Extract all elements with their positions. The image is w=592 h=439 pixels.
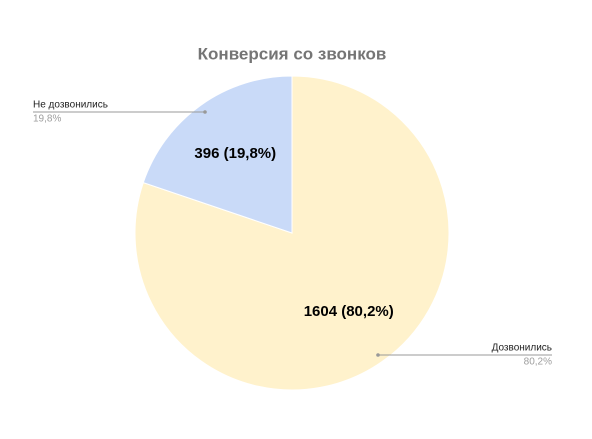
leader-dot <box>376 353 380 357</box>
slice-value-label: 396 (19,8%) <box>194 145 276 162</box>
legend-label: Дозвонились <box>492 343 552 354</box>
pie-slice <box>142 75 293 234</box>
leader-dot <box>203 110 207 114</box>
legend-label: Не дозвонились <box>33 100 108 111</box>
slice-value-label: 1604 (80,2%) <box>304 303 394 320</box>
pie-slice <box>134 75 450 391</box>
legend-percent: 80,2% <box>524 357 552 368</box>
chart-title: Конверсия со звонков <box>198 44 387 63</box>
legend-percent: 19,8% <box>33 114 61 125</box>
